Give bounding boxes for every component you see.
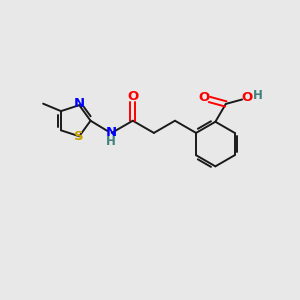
Text: O: O — [127, 90, 138, 104]
Text: H: H — [253, 89, 262, 102]
Text: O: O — [242, 92, 253, 104]
Text: S: S — [74, 130, 84, 143]
Text: O: O — [199, 92, 210, 104]
Text: N: N — [74, 97, 85, 110]
Text: H: H — [106, 135, 116, 148]
Text: N: N — [106, 126, 117, 140]
